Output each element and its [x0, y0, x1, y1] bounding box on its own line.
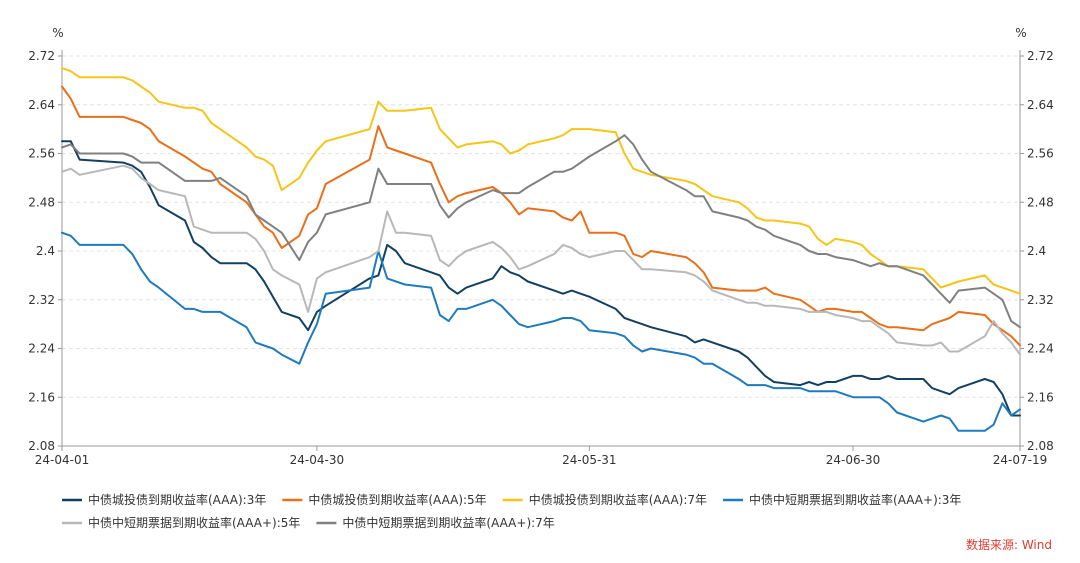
- y-tick-label-left: 2.72: [28, 49, 55, 63]
- y-tick-label-right: 2.64: [1027, 98, 1054, 112]
- y-tick-label-left: 2.24: [28, 342, 55, 356]
- y-tick-label-right: 2.32: [1027, 293, 1054, 307]
- axes: 2.72 2.72 2.64 2.64 2.56 2.56 2.48 2.48 2.4 2.4 2.…: [28, 26, 1053, 467]
- y-tick-label-left: 2.08: [28, 439, 55, 453]
- y-tick-label-left: 2.32: [28, 293, 55, 307]
- x-tick-label: 24-06-30: [826, 453, 880, 467]
- y-tick-label-left: 2.64: [28, 98, 55, 112]
- legend-label-1: 中债城投债到期收益率(AAA):3年: [88, 492, 266, 507]
- x-tick-label: 24-04-30: [290, 453, 344, 467]
- legend: 中债城投债到期收益率(AAA):3年 中债城投债到期收益率(AAA):5年 中债城投…: [62, 492, 961, 530]
- y-tick-label-right: 2.48: [1027, 195, 1054, 209]
- legend-label-5: 中债中短期票据到期收益率(AAA+):5年: [88, 515, 300, 530]
- y-tick-label-right: 2.08: [1027, 439, 1054, 453]
- y-tick-label-right: 2.4: [1027, 244, 1046, 258]
- legend-label-3: 中债城投债到期收益率(AAA):7年: [529, 492, 707, 507]
- source-label: 数据来源: Wind: [966, 537, 1052, 552]
- series-line-2: [61, 85, 1021, 347]
- y-tick-label-right: 2.24: [1027, 342, 1054, 356]
- legend-label-6: 中债中短期票据到期收益率(AAA+):7年: [342, 515, 554, 530]
- series-line-5: [61, 164, 1021, 356]
- y-tick-label-left: 2.4: [36, 244, 55, 258]
- y-tick-label-right: 2.16: [1027, 390, 1054, 404]
- y-tick-label-right: 2.56: [1027, 147, 1054, 161]
- series-line-6: [61, 134, 1021, 329]
- series-line-3: [61, 67, 1021, 295]
- series-lines: [61, 67, 1021, 432]
- x-tick-label: 24-07-19: [993, 453, 1047, 467]
- series-line-1: [61, 140, 1021, 417]
- legend-label-4: 中债中短期票据到期收益率(AAA+):3年: [749, 492, 961, 507]
- y-tick-label-left: 2.48: [28, 195, 55, 209]
- legend-label-2: 中债城投债到期收益率(AAA):5年: [308, 492, 486, 507]
- series-line-4: [61, 231, 1021, 432]
- x-tick-label: 24-04-01: [35, 453, 89, 467]
- y-axis-unit-right: %: [1015, 26, 1026, 40]
- y-tick-label-left: 2.16: [28, 390, 55, 404]
- x-tick-label: 24-05-31: [562, 453, 616, 467]
- y-tick-label-right: 2.72: [1027, 49, 1054, 63]
- y-axis-unit-left: %: [52, 26, 63, 40]
- y-tick-label-left: 2.56: [28, 147, 55, 161]
